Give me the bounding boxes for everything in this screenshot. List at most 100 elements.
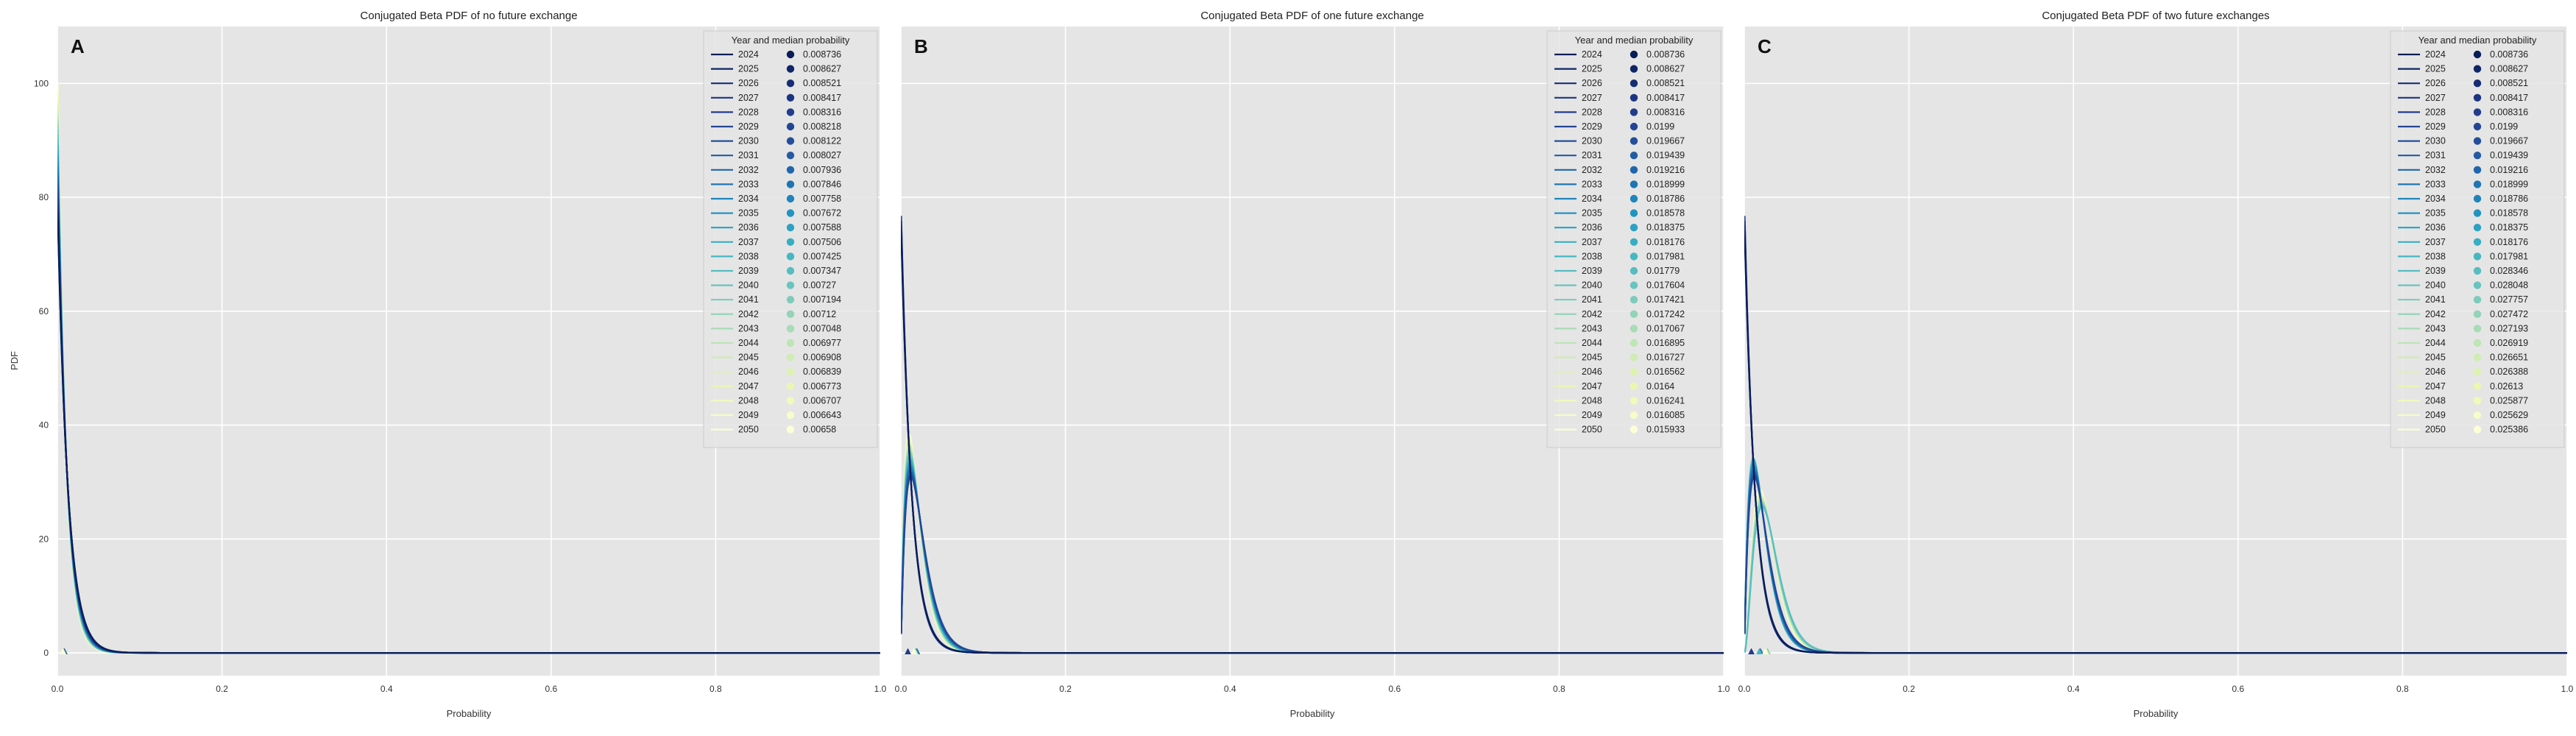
legend-median-2044: 0.026919 (2490, 338, 2528, 348)
legend-marker-2050 (1630, 425, 1638, 434)
legend-median-2043: 0.007048 (803, 323, 841, 333)
legend-marker-2041 (786, 296, 795, 304)
legend-marker-2048 (786, 397, 795, 405)
legend-marker-2049 (2473, 411, 2482, 420)
legend-year-2049: 2049 (738, 410, 759, 420)
legend-marker-2027 (1630, 93, 1638, 102)
legend-year-2045: 2045 (2425, 353, 2446, 363)
chart-panel-c: 0.0 0.2 0.4 0.6 0.8 1.0 Conjugated Beta PDF of… (1738, 10, 2574, 719)
legend-median-2031: 0.019439 (1646, 150, 1685, 160)
chart-title: Conjugated Beta PDF of two future exchan… (2042, 10, 2269, 22)
legend-marker-2025 (1630, 65, 1638, 73)
legend-year-2049: 2049 (2425, 410, 2446, 420)
legend-median-2047: 0.0164 (1646, 381, 1674, 392)
legend-marker-2044 (2473, 339, 2482, 347)
x-tick-label: 0.0 (52, 684, 64, 694)
legend-median-2035: 0.007672 (803, 208, 841, 219)
legend-median-2038: 0.017981 (2490, 251, 2528, 261)
legend-median-2034: 0.018786 (2490, 194, 2528, 204)
legend-year-2041: 2041 (1582, 294, 1602, 305)
legend-year-2030: 2030 (1582, 136, 1602, 146)
legend-median-2030: 0.008122 (803, 136, 841, 146)
legend-year-2046: 2046 (2425, 367, 2446, 377)
legend-year-2043: 2043 (1582, 323, 1602, 333)
legend-year-2037: 2037 (1582, 237, 1602, 247)
legend-marker-2032 (2473, 166, 2482, 174)
legend-median-2043: 0.017067 (1646, 323, 1685, 333)
legend-median-2030: 0.019667 (1646, 136, 1685, 146)
legend-year-2034: 2034 (1582, 194, 1602, 204)
legend-median-2050: 0.015933 (1646, 425, 1685, 435)
legend-marker-2037 (2473, 238, 2482, 246)
legend-year-2042: 2042 (1582, 309, 1602, 319)
legend: Year and median probability 2024 0.008736 2… (1546, 30, 1722, 448)
median-marker-2050 (60, 648, 66, 655)
legend-median-2029: 0.0199 (1646, 121, 1674, 132)
legend-median-2049: 0.016085 (1646, 410, 1685, 420)
legend-year-2043: 2043 (738, 323, 759, 333)
median-marker-2028 (905, 648, 911, 655)
x-axis-label: Probability (447, 708, 492, 719)
legend-median-2044: 0.006977 (803, 338, 841, 348)
legend-median-2028: 0.008316 (2490, 107, 2528, 117)
x-tick-label: 0.6 (2232, 684, 2244, 694)
legend-year-2047: 2047 (738, 381, 759, 392)
legend-marker-2047 (786, 382, 795, 390)
x-tick-label: 1.0 (874, 684, 887, 694)
legend-year-2032: 2032 (738, 165, 759, 175)
legend-year-2040: 2040 (738, 280, 759, 291)
legend-marker-2045 (786, 353, 795, 361)
y-tick-label: 0 (43, 648, 49, 658)
x-tick-label: 1.0 (2561, 684, 2574, 694)
legend-year-2024: 2024 (2425, 49, 2446, 60)
series-group (57, 83, 880, 655)
legend-marker-2040 (1630, 281, 1638, 289)
legend-median-2036: 0.018375 (2490, 222, 2528, 233)
legend-year-2027: 2027 (2425, 93, 2446, 103)
legend-median-2036: 0.007588 (803, 222, 841, 233)
legend-marker-2024 (2473, 50, 2482, 59)
legend-year-2034: 2034 (2425, 194, 2446, 204)
legend-median-2031: 0.008027 (803, 150, 841, 160)
legend-median-2048: 0.006707 (803, 395, 841, 406)
legend-title: Year and median probability (732, 35, 850, 46)
legend-marker-2033 (1630, 180, 1638, 188)
legend-year-2041: 2041 (738, 294, 759, 305)
legend-year-2048: 2048 (1582, 395, 1602, 406)
legend-year-2044: 2044 (738, 338, 759, 348)
legend: Year and median probability 2024 0.008736 2… (703, 30, 878, 448)
legend-median-2047: 0.006773 (803, 381, 841, 392)
legend-median-2025: 0.008627 (1646, 64, 1685, 74)
legend-median-2029: 0.0199 (2490, 121, 2518, 132)
legend-marker-2040 (786, 281, 795, 289)
legend-marker-2038 (1630, 252, 1638, 261)
legend-year-2042: 2042 (738, 309, 759, 319)
legend-marker-2033 (786, 180, 795, 188)
legend-year-2028: 2028 (738, 107, 759, 117)
legend-marker-2025 (786, 65, 795, 73)
legend-marker-2036 (2473, 224, 2482, 232)
legend-year-2048: 2048 (2425, 395, 2446, 406)
legend-marker-2039 (1630, 266, 1638, 275)
legend-marker-2035 (786, 209, 795, 217)
legend-marker-2044 (786, 339, 795, 347)
legend-year-2047: 2047 (2425, 381, 2446, 392)
legend-median-2040: 0.017604 (1646, 280, 1685, 291)
legend-year-2040: 2040 (2425, 280, 2446, 291)
legend-marker-2037 (1630, 238, 1638, 246)
legend-median-2037: 0.007506 (803, 237, 841, 247)
legend-marker-2045 (2473, 353, 2482, 361)
legend-median-2033: 0.018999 (1646, 179, 1685, 189)
legend-year-2026: 2026 (738, 78, 759, 88)
legend-marker-2040 (2473, 281, 2482, 289)
x-tick-label: 0.2 (216, 684, 228, 694)
legend-median-2031: 0.019439 (2490, 150, 2528, 160)
y-tick-label: 80 (39, 192, 49, 202)
legend-marker-2028 (1630, 108, 1638, 116)
legend-median-2048: 0.025877 (2490, 395, 2528, 406)
legend-marker-2026 (1630, 79, 1638, 88)
x-tick-label: 0.4 (1224, 684, 1236, 694)
series-line-2024 (1744, 236, 2567, 654)
legend-marker-2039 (786, 266, 795, 275)
legend-median-2047: 0.02613 (2490, 381, 2523, 392)
